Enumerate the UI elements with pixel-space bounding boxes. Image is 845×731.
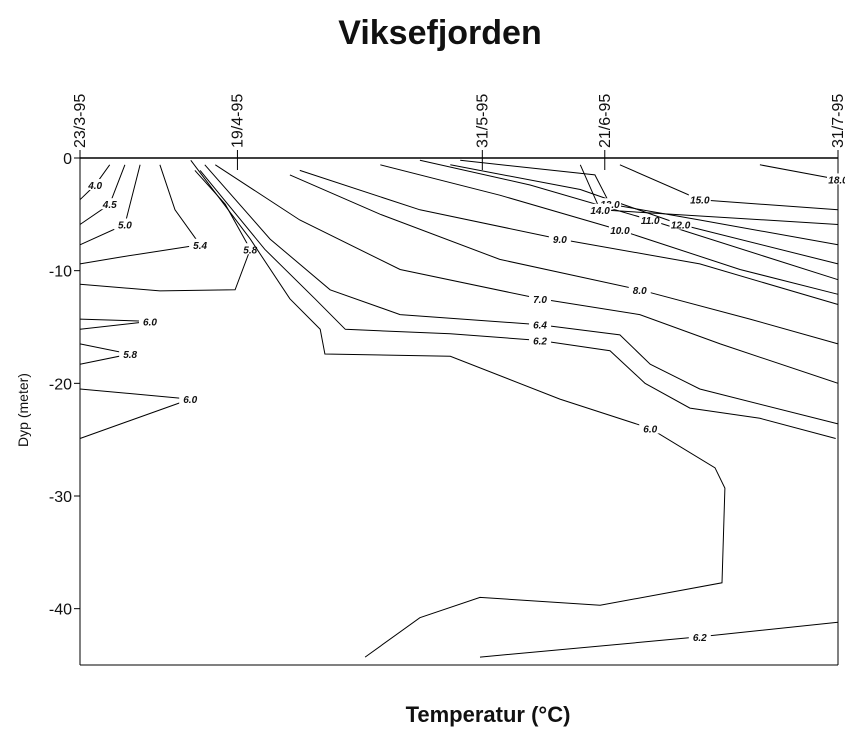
x-tick-label: 31/7-95 <box>830 94 845 148</box>
contour-label-bg <box>113 218 136 230</box>
contour-line <box>419 159 839 281</box>
y-tick-label: -30 <box>49 489 72 506</box>
contour-label: 5.4 <box>193 241 207 252</box>
contour-label-bg <box>688 193 711 205</box>
contour-label-bg <box>599 198 622 210</box>
x-tick-label: 21/6-95 <box>597 94 614 148</box>
contour-line <box>215 164 839 384</box>
y-tick-label: 0 <box>63 151 72 168</box>
contour-label-bg <box>827 173 845 185</box>
contour-label-bg <box>84 179 107 191</box>
contour-label: 6.0 <box>143 317 157 328</box>
contour-label-bg <box>669 218 692 230</box>
contour-label-bg <box>239 243 262 255</box>
contour-label: 6.0 <box>643 424 657 435</box>
y-tick-label: -20 <box>49 376 72 393</box>
contour-label: 14.0 <box>590 206 610 217</box>
contour-label: 4.5 <box>102 200 117 211</box>
contour-label: 15.0 <box>690 196 710 207</box>
contour-label-bg <box>548 233 571 245</box>
contour-label-bg <box>628 283 651 295</box>
contour-line <box>204 164 839 425</box>
x-axis-label: Temperatur (°C) <box>406 702 571 727</box>
contour-label-bg <box>119 348 142 360</box>
contour-label-bg <box>138 315 161 327</box>
contour-label: 6.2 <box>533 337 547 348</box>
contour-line <box>190 159 726 658</box>
chart-title: Viksefjorden <box>338 14 541 52</box>
contour-line <box>619 164 839 211</box>
contour-line <box>759 164 839 180</box>
contour-label: 4.0 <box>87 181 102 192</box>
contour-label: 5.0 <box>118 220 132 231</box>
contour-label: 11.0 <box>641 216 660 227</box>
contour-label: 5.8 <box>243 245 257 256</box>
y-tick-label: -10 <box>49 264 72 281</box>
y-axis-label: Dyp (meter) <box>15 373 31 447</box>
contour-label-bg <box>529 334 552 346</box>
contour-label: 8.0 <box>633 286 647 297</box>
contour-line <box>289 174 839 345</box>
x-tick-label: 19/4-95 <box>229 94 246 148</box>
y-tick-label: -40 <box>49 602 72 619</box>
x-tick-label: 31/5-95 <box>474 94 491 148</box>
contour-label: 10.0 <box>610 226 630 237</box>
contour-line <box>79 164 126 225</box>
contour-label-bg <box>639 213 662 225</box>
contour-label: 18.0 <box>828 175 845 186</box>
contour-line <box>450 164 839 265</box>
contour-label-bg <box>529 292 552 304</box>
contour-line <box>79 388 191 439</box>
contour-line <box>460 159 839 246</box>
contour-line <box>479 621 839 658</box>
contour-label-bg <box>529 318 552 330</box>
contour-label-bg <box>688 630 711 642</box>
contour-label-bg <box>589 203 612 215</box>
contour-label: 6.0 <box>183 395 197 406</box>
contour-label: 9.0 <box>553 235 567 246</box>
contour-label-bg <box>608 224 631 236</box>
contour-label: 7.0 <box>533 295 547 306</box>
contour-label-bg <box>98 198 121 210</box>
contour-label: 6.2 <box>693 633 707 644</box>
contour-label-bg <box>179 393 202 405</box>
contour-label: 6.4 <box>533 321 547 332</box>
x-tick-label: 23/3-95 <box>72 94 89 148</box>
contour-label: 12.0 <box>671 220 691 231</box>
contour-label-bg <box>639 422 662 434</box>
contour-label-bg <box>189 238 212 250</box>
contour-label: 5.8 <box>123 350 137 361</box>
